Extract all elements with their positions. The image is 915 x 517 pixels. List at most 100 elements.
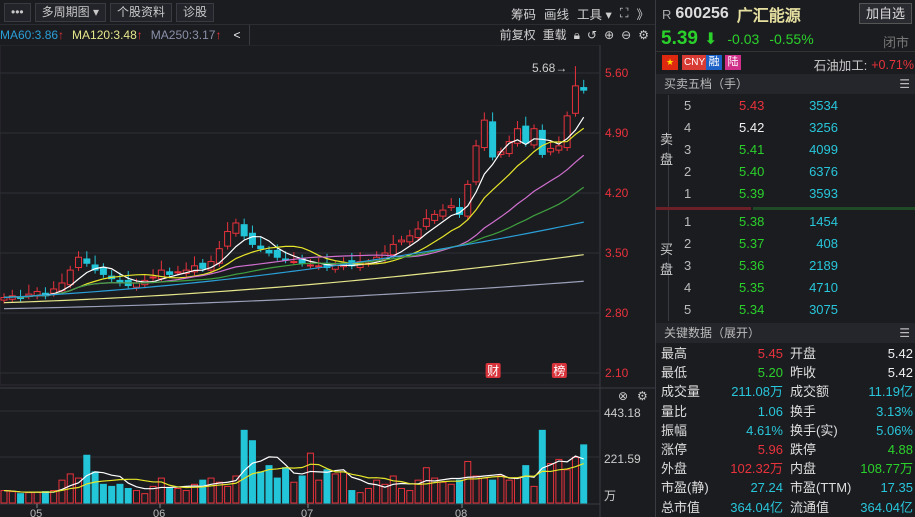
tools-menu[interactable]: 工具 ▾ (576, 8, 612, 22)
stock-code: 600256 (675, 5, 729, 22)
price-plot-frame (0, 45, 601, 386)
r-flag: R (662, 6, 672, 22)
kline-chart[interactable]: 5.60 4.90 4.20 3.50 2.80 2.10 财 榜 443.18 221.59 万 0… (0, 45, 655, 517)
volume-bar (190, 483, 198, 504)
sell-level: 4 (684, 120, 692, 135)
fullscreen-icon[interactable]: ⛶ (619, 6, 629, 20)
candle (522, 125, 530, 144)
stock-info-button[interactable]: 个股资料 (109, 3, 172, 22)
volume-bar (17, 493, 25, 504)
down-arrow-icon: ⬇ (703, 31, 718, 48)
candle (99, 267, 107, 275)
volume-bar (348, 490, 356, 504)
volume-bar (174, 487, 182, 504)
event-marker[interactable] (551, 363, 567, 378)
reload-button[interactable]: 重载 (542, 28, 567, 42)
zoom-in-icon[interactable]: ⊕ (604, 28, 615, 42)
keydata-value: 5.06% (876, 422, 913, 438)
sell-price[interactable]: 5.41 (739, 142, 765, 157)
volume-bar (41, 491, 49, 504)
volume-bar (166, 487, 174, 504)
volume-bar (240, 429, 248, 504)
candle (555, 145, 563, 151)
zoom-out-icon[interactable]: ⊖ (621, 28, 632, 42)
keydata-value: 27.24 (750, 480, 783, 496)
quote-panel: R 600256 广汇能源 加自选 5.39 ⬇ -0.03 -0.55% 闭市… (655, 0, 915, 517)
ma5-line (3, 116, 585, 299)
more-button[interactable]: ••• (4, 3, 31, 22)
collapse-legend-button[interactable]: < (229, 25, 250, 45)
sell-price[interactable]: 5.43 (739, 98, 765, 113)
volume-settings-icon[interactable]: ⚙ (637, 389, 648, 403)
keydata-value: 364.04亿 (860, 499, 913, 515)
buy-price[interactable]: 5.38 (739, 214, 765, 229)
volume-bar (364, 487, 372, 504)
price-tick-label: 4.90 (605, 126, 629, 140)
draw-button[interactable]: 画线 (543, 8, 569, 22)
volume-bar (580, 444, 588, 504)
sector-change: +0.71% (871, 57, 914, 72)
keydata-value: 108.77万 (860, 461, 913, 477)
adjust-button[interactable]: 前复权 (499, 28, 536, 42)
last-price: 5.39 (661, 28, 698, 49)
candle (489, 121, 497, 158)
keydata-value: 364.04亿 (730, 499, 783, 515)
buy-level: 1 (684, 214, 692, 229)
buy-price[interactable]: 5.35 (739, 280, 765, 295)
keydata-value: 102.32万 (730, 461, 783, 477)
keydata-label: 最高 (661, 346, 688, 361)
ma20-line (3, 154, 585, 299)
volume-bar (298, 475, 306, 504)
menu-icon[interactable]: ☰ (899, 77, 910, 91)
keydata-value: 1.06 (757, 403, 783, 419)
collapse-icon[interactable]: 》 (636, 8, 649, 22)
ma60-line (3, 221, 584, 299)
volume-bar (282, 467, 290, 504)
buy-price[interactable]: 5.34 (739, 302, 765, 317)
candle (431, 213, 439, 221)
add-watchlist-button[interactable]: 加自选 (859, 3, 913, 24)
keydata-label: 内盘 (790, 461, 817, 477)
candle (505, 141, 513, 155)
ma-legend-row: MA60:3.86 ↑ MA120:3.48 ↑ MA250:3.17 ↑ < 前复权… (0, 25, 655, 45)
buy-price[interactable]: 5.37 (739, 236, 765, 251)
volume-bar (8, 491, 16, 504)
sell-price[interactable]: 5.40 (739, 164, 765, 179)
settings-icon[interactable]: ⚙ (638, 28, 649, 42)
volume-bar (464, 460, 472, 504)
connect-badge: 陆 (725, 55, 741, 70)
sell-label: 卖盘 (660, 132, 674, 167)
ma-legend-group: MA60:3.86 ↑ MA120:3.48 ↑ MA250:3.17 ↑ < (0, 25, 250, 45)
diagnose-button[interactable]: 诊股 (175, 3, 214, 22)
volume-bar (530, 485, 538, 504)
volume-bar (480, 477, 488, 504)
keydata-header[interactable]: 关键数据（展开） ☰ (656, 323, 915, 343)
keydata-value: 5.42 (887, 365, 913, 381)
volume-bar (133, 490, 141, 504)
menu-icon[interactable]: ☰ (899, 326, 910, 340)
lock-icon[interactable]: 🔒︎ (573, 28, 581, 42)
multi-period-button[interactable]: 多周期图 ▾ (34, 3, 106, 22)
price-tick-label: 2.80 (605, 306, 629, 320)
candle (240, 224, 248, 237)
volume-bar (50, 490, 58, 504)
sell-price[interactable]: 5.42 (739, 120, 765, 135)
chips-button[interactable]: 筹码 (510, 8, 536, 22)
volume-bar (555, 458, 563, 504)
buy-level: 3 (684, 258, 692, 273)
volume-bar (315, 479, 323, 504)
buy-price[interactable]: 5.36 (739, 258, 765, 273)
margin-badge: 融 (706, 55, 722, 70)
close-volume-icon[interactable]: ⊗ (618, 389, 629, 403)
undo-icon[interactable]: ↺ (587, 28, 598, 42)
event-marker[interactable] (485, 363, 501, 378)
keydata-label: 市盈(TTM) (790, 480, 852, 496)
candle (133, 282, 141, 288)
sell-price[interactable]: 5.39 (739, 186, 765, 201)
volume-bar (257, 471, 265, 504)
volume-bar (373, 479, 381, 504)
volume-bar (273, 477, 281, 504)
sector-label[interactable]: 石油加工: (813, 59, 868, 73)
keydata-value: 3.13% (876, 403, 913, 419)
sell-volume: 4099 (809, 142, 838, 157)
